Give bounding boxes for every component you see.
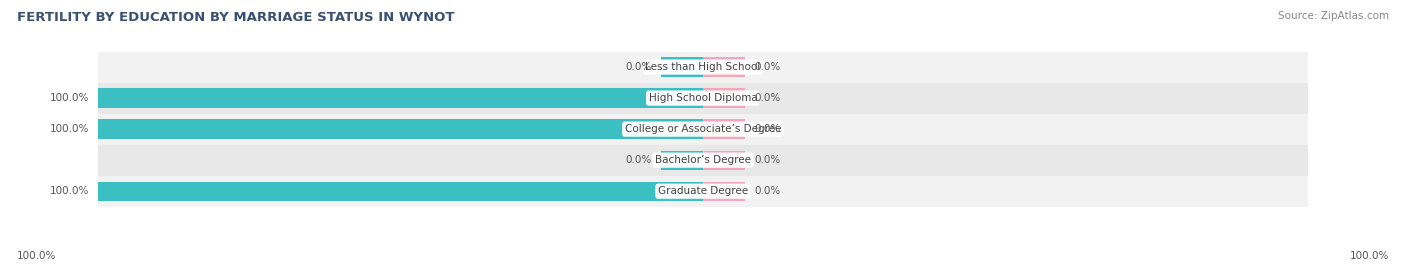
- Text: 0.0%: 0.0%: [626, 155, 651, 165]
- Text: College or Associate’s Degree: College or Associate’s Degree: [624, 124, 782, 134]
- Text: 0.0%: 0.0%: [755, 124, 780, 134]
- Text: 0.0%: 0.0%: [755, 62, 780, 72]
- Bar: [703, 151, 745, 170]
- Text: 0.0%: 0.0%: [755, 155, 780, 165]
- Text: FERTILITY BY EDUCATION BY MARRIAGE STATUS IN WYNOT: FERTILITY BY EDUCATION BY MARRIAGE STATU…: [17, 11, 454, 24]
- Text: 100.0%: 100.0%: [51, 124, 90, 134]
- Bar: [98, 83, 1308, 114]
- Bar: [661, 57, 703, 77]
- Bar: [98, 145, 1308, 176]
- Text: 100.0%: 100.0%: [51, 186, 90, 196]
- Text: High School Diploma: High School Diploma: [648, 93, 758, 103]
- Bar: [98, 52, 1308, 83]
- Bar: [703, 119, 745, 139]
- Text: 0.0%: 0.0%: [755, 186, 780, 196]
- Legend: Married, Unmarried: Married, Unmarried: [619, 266, 787, 269]
- Text: 100.0%: 100.0%: [17, 251, 56, 261]
- Bar: [98, 114, 1308, 145]
- Bar: [703, 57, 745, 77]
- Bar: [98, 176, 1308, 207]
- Bar: [98, 89, 703, 108]
- Text: 0.0%: 0.0%: [626, 62, 651, 72]
- Text: Less than High School: Less than High School: [645, 62, 761, 72]
- Bar: [98, 182, 703, 201]
- Bar: [703, 182, 745, 201]
- Bar: [661, 151, 703, 170]
- Text: Graduate Degree: Graduate Degree: [658, 186, 748, 196]
- Text: 100.0%: 100.0%: [1350, 251, 1389, 261]
- Bar: [98, 119, 703, 139]
- Text: Bachelor’s Degree: Bachelor’s Degree: [655, 155, 751, 165]
- Bar: [703, 89, 745, 108]
- Text: 0.0%: 0.0%: [755, 93, 780, 103]
- Text: Source: ZipAtlas.com: Source: ZipAtlas.com: [1278, 11, 1389, 21]
- Text: 100.0%: 100.0%: [51, 93, 90, 103]
